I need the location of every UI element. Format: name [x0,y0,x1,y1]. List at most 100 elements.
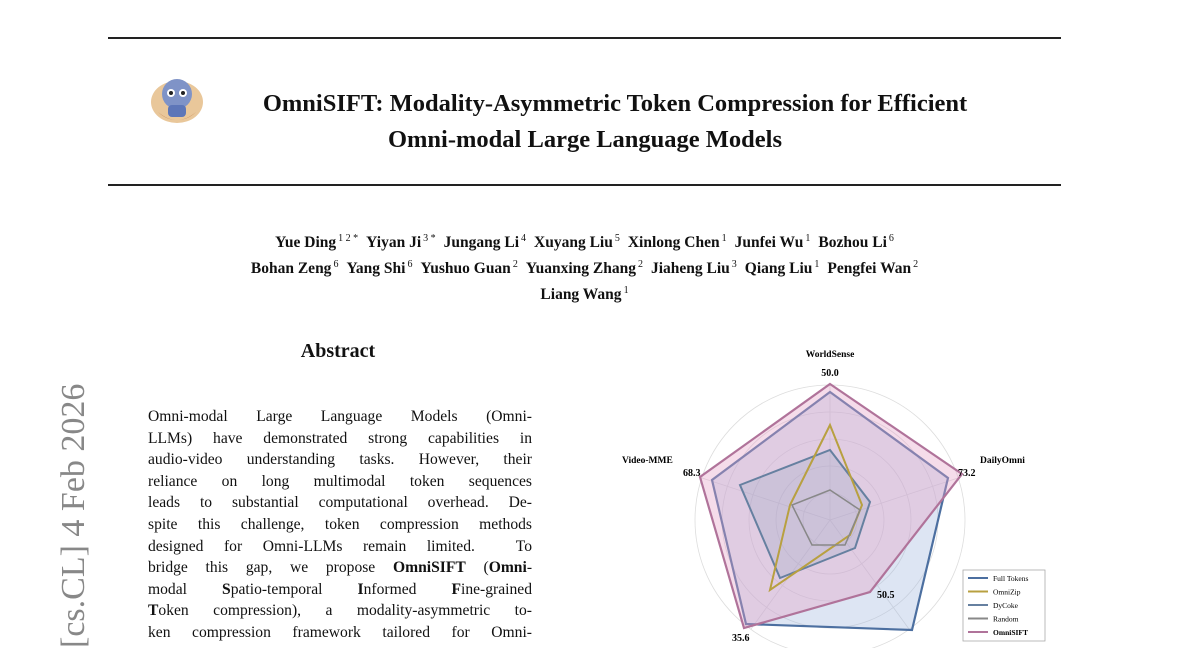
peak-label: 68.3 [683,468,701,479]
peak-label: 73.2 [958,468,976,479]
author-name: Bozhou Li [818,234,887,252]
abstract-text: ine-grained [460,580,532,598]
radar-grid [694,384,966,648]
author: Bohan Zeng 6 [250,259,339,278]
abstract-text: F [451,580,461,598]
author-list: Yue Ding 1 2 * Yiyan Ji 3 * Jungang Li 4 Xuyan… [108,228,1061,306]
axis-name: Video-MME [622,456,673,466]
author-affiliation: 1 [623,285,629,297]
author-affiliation: 5 [614,233,620,244]
author-affiliation: 6 [888,233,894,244]
author-name: Pengfei Wan [827,260,912,278]
author-affiliation: 3 [731,259,737,271]
peak-label: 35.6 [732,633,750,644]
author-name: Liang Wang [540,286,622,304]
abstract-text: bridge this gap, we propose [148,559,393,577]
abstract-line: audio-video understanding tasks. However… [148,449,532,471]
abstract-text: Omni [488,559,527,577]
author-name: Qiang Liu [744,260,813,278]
author-name: Yiyan Ji [366,234,422,252]
author: Yue Ding 1 2 * [275,233,359,251]
author: Yiyan Ji 3 * [366,233,436,252]
author: Pengfei Wan 2 [827,259,918,278]
author: Yushuo Guan 2 [420,259,517,278]
abstract-text: LLMs) have demonstrated strong capabilit… [148,429,532,447]
author-affiliation: 1 [805,233,811,244]
axis-name: DailyOmni [980,456,1025,466]
author-name: Yushuo Guan [420,260,511,278]
author: Qiang Liu 1 [744,259,820,278]
author-affiliation: 1 [814,259,820,271]
author-affiliation: 6 [333,259,339,271]
abstract-line: LLMs) have demonstrated strong capabilit… [148,428,532,450]
abstract-text: designed for Omni-LLMs remain limited. T… [148,537,532,555]
radar-figure: WorldSense DailyOmni Video-MME 50.0 73.2… [622,350,1046,648]
series-random [790,489,861,546]
author-name: Jiaheng Liu [650,260,730,278]
abstract-text: S [222,580,231,598]
abstract-text: spite this challenge, token compression … [148,515,532,533]
abstract-text: patio-temporal [230,580,358,598]
legend-box [962,569,1046,642]
abstract-text: audio-video understanding tasks. However… [148,451,532,469]
abstract-line: modal Spatio-temporal Informed Fine-grai… [148,579,532,601]
abstract-body: Omni-modal Large Language Models (Omni- L… [148,406,532,644]
arxiv-stamp: [cs.CL] 4 Feb 2026 [55,383,92,648]
abstract-text: oken compression), a modality-asymmetric… [158,602,532,620]
author-affiliation: 3 * [423,233,436,244]
abstract-heading: Abstract [300,340,376,362]
title-line: OmniSIFT: Modality-Asymmetric Token Comp… [262,90,968,117]
author-name: Xinlong Chen [627,234,720,252]
legend-label: Full Tokens [993,574,1028,583]
legend-label: OmniSIFT [993,628,1028,637]
legend-label: OmniZip [993,588,1021,597]
logo-icon [151,79,203,123]
abstract-line: bridge this gap, we propose OmniSIFT (Om… [148,557,532,579]
author-affiliation: 2 [637,259,643,271]
abstract-text: leads to substantial computational overh… [148,494,532,512]
author-name: Jungang Li [443,234,520,252]
abstract-line: Token compression), a modality-asymmetri… [148,600,532,622]
author-name: Yang Shi [346,260,406,278]
author: Yang Shi 6 [346,259,413,278]
author-name: Yuanxing Zhang [525,260,636,278]
author-line: Yue Ding 1 2 * Yiyan Ji 3 * Jungang Li 4 Xuyan… [108,228,1061,254]
author-affiliation: 1 [721,233,727,244]
abstract-text: reliance on long multimodal token sequen… [148,472,532,490]
author-line: Bohan Zeng 6 Yang Shi 6 Yushuo Guan 2 Yuanxing… [108,254,1061,280]
author: Jungang Li 4 [443,233,527,252]
abstract-line: ken compression framework tailored for O… [148,622,532,644]
abstract-text: OmniSIFT [392,559,466,577]
author-affiliation: 4 [521,233,527,244]
author-line: Liang Wang 1 [108,280,1061,306]
author: Bozhou Li 6 [818,233,894,252]
author-name: Bohan Zeng [250,260,332,278]
paper-title: OmniSIFT: Modality-Asymmetric Token Comp… [150,86,1020,158]
peak-label: 50.5 [877,590,895,601]
author: Yuanxing Zhang 2 [525,259,643,278]
abstract-text: T [148,602,159,620]
abstract-text: I [357,580,364,598]
abstract-text: ( [465,559,489,577]
series-omnisift [698,382,964,630]
author-affiliation: 1 2 * [338,233,359,244]
author: Xuyang Liu 5 [534,233,620,251]
author: Xinlong Chen 1 [627,233,727,252]
author: Junfei Wu 1 [735,233,811,251]
title-line: Omni-modal Large Language Models [387,126,783,153]
series-omnizip [768,422,864,593]
bottom-rule [108,184,1061,186]
abstract-text: nformed [363,580,452,598]
legend-label: Random [993,615,1019,624]
abstract-text: modal [148,580,222,598]
abstract-text: ken compression framework tailored for O… [148,623,532,641]
abstract-text: Omni-modal Large Language Models (Omni- [148,408,532,425]
peak-label: 50.0 [821,368,839,379]
legend-label: DyCoke [993,601,1019,610]
series-dycoke [738,448,872,580]
series-full-tokens [710,390,950,632]
author: Jiaheng Liu 3 [650,259,737,278]
author-affiliation: 6 [407,259,413,271]
top-rule [108,37,1061,39]
